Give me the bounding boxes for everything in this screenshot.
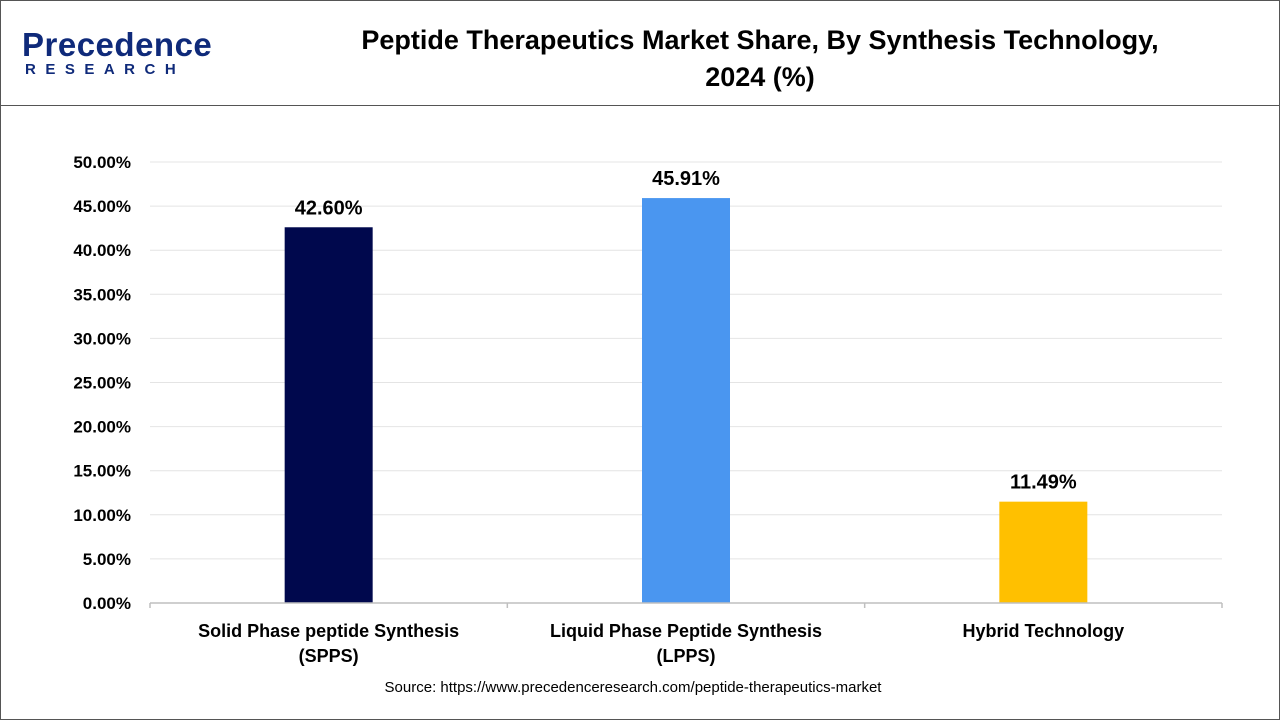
source-note: Source: https://www.precedenceresearch.c… [384, 679, 882, 696]
x-tick-label: (LPPS) [656, 646, 715, 666]
y-tick-label: 0.00% [83, 594, 131, 613]
y-tick-label: 15.00% [73, 462, 131, 481]
x-tick-label: Liquid Phase Peptide Synthesis [550, 621, 822, 641]
y-tick-label: 45.00% [73, 197, 131, 216]
bar [642, 198, 730, 604]
data-label: 42.60% [295, 197, 363, 219]
logo-wordmark: Precedence [22, 26, 213, 63]
x-tick-label: Hybrid Technology [962, 621, 1124, 641]
logo-subtitle: RESEARCH [25, 61, 186, 78]
data-label: 11.49% [1010, 472, 1077, 494]
y-tick-label: 50.00% [73, 153, 131, 172]
chart-title: Peptide Therapeutics Market Share, By Sy… [270, 22, 1250, 96]
data-label: 45.91% [652, 168, 720, 190]
y-tick-label: 35.00% [73, 285, 131, 304]
x-tick-label: (SPPS) [299, 646, 359, 666]
y-tick-label: 40.00% [73, 241, 131, 260]
x-axis: Solid Phase peptide Synthesis (SPPS) Liqui… [149, 602, 1223, 666]
y-tick-label: 5.00% [83, 550, 131, 569]
bars [284, 198, 1088, 604]
data-labels: 42.60% 45.91% 11.49% [295, 168, 1077, 494]
y-tick-label: 20.00% [73, 418, 131, 437]
header: Precedence RESEARCH Peptide Therapeutics… [0, 0, 1280, 106]
chart-title-line-1: Peptide Therapeutics Market Share, By Sy… [361, 25, 1159, 55]
x-tick-label: Solid Phase peptide Synthesis [198, 621, 459, 641]
y-tick-label: 10.00% [73, 506, 131, 525]
bar [284, 227, 373, 603]
y-tick-label: 25.00% [73, 374, 131, 393]
precedence-research-logo: Precedence RESEARCH [22, 26, 212, 82]
y-axis: 0.00% 5.00% 10.00% 15.00% 20.00% 25.00% 30.00%… [73, 153, 131, 613]
y-tick-label: 30.00% [73, 329, 131, 348]
bar [999, 501, 1088, 603]
chart-title-line-2: 2024 (%) [705, 62, 815, 92]
